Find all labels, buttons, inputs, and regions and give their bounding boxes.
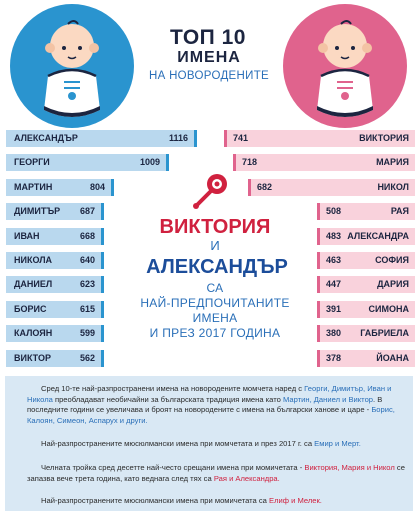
center-caption-line-a: СА (206, 281, 224, 295)
boys-bar-label: БОРИС (14, 303, 47, 314)
girls-bar-label: СОФИЯ (375, 255, 409, 265)
girls-bar: 718 МАРИЯ (233, 154, 415, 172)
boys-bar-label: АЛЕКСАНДЪР (14, 133, 78, 143)
girls-bar-value: 380 (326, 328, 342, 339)
boys-bar-value: 687 (79, 206, 95, 217)
girls-bar: 508 РАЯ (317, 203, 415, 221)
title-newborns: НА НОВОРОДЕНИТЕ (149, 70, 269, 82)
boys-bar: АЛЕКСАНДЪР 1116 (6, 130, 197, 147)
girls-bar-value: 391 (326, 303, 342, 314)
center-name-girl: ВИКТОРИЯ (159, 216, 271, 238)
girls-bar-label: ВИКТОРИЯ (359, 133, 409, 143)
girls-bar-value: 447 (326, 279, 342, 290)
girls-bar-label: РАЯ (390, 206, 409, 217)
girls-bar-label: АЛЕКСАНДРА (347, 230, 409, 241)
info-p3-text-c: се запазва вече трета година, като ведна… (27, 463, 405, 483)
girls-bar: 391 СИМОНА (317, 300, 415, 318)
girls-bar: 682 НИКОЛ (248, 178, 415, 196)
boys-bar-label: КАЛОЯН (14, 328, 53, 339)
girls-bar: 741 ВИКТОРИЯ (224, 130, 415, 147)
info-paragraph-3: Челната тройка сред десетте най-често ср… (27, 463, 405, 484)
boys-bar-label: МАРТИН (14, 181, 53, 192)
boys-bar-value: 668 (79, 230, 95, 241)
info-p4-highlight-b: Елиф и Мелек. (269, 496, 322, 505)
title-top10: ТОП 10 (170, 26, 246, 49)
girls-bar-value: 463 (326, 255, 342, 265)
girls-bar-value: 483 (326, 230, 342, 241)
boys-bar: НИКОЛА 640 (6, 252, 104, 269)
info-p3-text-a: Челната тройка сред десетте най-често ср… (41, 463, 305, 472)
info-paragraph-4: Най-разпространените мюсюлмански имена п… (27, 496, 405, 507)
baby-girl-icon (283, 4, 407, 128)
girls-bar: 378 ЙОАНА (317, 349, 415, 367)
boys-bar-value: 640 (79, 255, 95, 265)
info-p2-highlight-b: Емир и Мерт. (314, 439, 361, 448)
info-p1-text-e: . В последните години се увеличава и бро… (27, 394, 383, 415)
boys-bar: ДАНИЕЛ 623 (6, 276, 104, 294)
info-p2-text-a: Най-разпространените мюсюлмански имена п… (41, 439, 315, 448)
info-p1-highlight-f: Борис, Калоян, Симеон, Аспарух и други. (27, 405, 395, 425)
boys-bar-label: ВИКТОР (14, 352, 51, 363)
info-p1-highlight-d: Мартин, Даниел и Виктор (282, 394, 374, 404)
girls-bar-label: СИМОНА (368, 303, 409, 314)
boys-bar-value: 804 (89, 181, 105, 192)
boys-bar: ВИКТОР 562 (6, 349, 104, 367)
boys-bar-label: ИВАН (14, 230, 40, 241)
boys-bar-value: 615 (79, 303, 95, 314)
boys-bar-value: 623 (79, 279, 95, 290)
girls-bar-label: НИКОЛ (377, 181, 409, 192)
info-p3-highlight-d: Рая и Александра. (213, 473, 280, 483)
girls-bar-label: ЙОАНА (376, 352, 409, 363)
boys-bar: МАРТИН 804 (6, 178, 114, 196)
boys-bar: ДИМИТЪР 687 (6, 203, 104, 221)
girls-bar-label: ГАБРИЕЛА (360, 328, 409, 339)
info-box: Сред 10-те най-разпространени имена на н… (5, 376, 413, 511)
girls-bar-value: 378 (326, 352, 342, 363)
boys-bar: БОРИС 615 (6, 300, 104, 318)
center-caption-line-b: НАЙ-ПРЕДПОЧИТАНИТЕ (140, 296, 290, 310)
center-caption-line-c: ИМЕНА (192, 311, 238, 325)
center-name-boy: АЛЕКСАНДЪР (146, 256, 288, 278)
girls-bar-value: 682 (257, 181, 273, 192)
girls-bar-value: 508 (326, 206, 342, 217)
boys-bar-label: ДАНИЕЛ (14, 279, 53, 290)
boys-bar-value: 562 (79, 352, 95, 363)
info-paragraph-2: Най-разпространените мюсюлмански имена п… (27, 439, 405, 450)
baby-boy-icon (10, 4, 134, 128)
girls-bar-value: 718 (242, 157, 258, 168)
girls-bar: 380 ГАБРИЕЛА (317, 325, 415, 343)
info-p1-highlight-b: Георги, Димитър, Иван и Никола (27, 384, 392, 404)
info-p3-highlight-b: Виктория, Мария и Никол (304, 463, 395, 472)
rattle-icon (193, 174, 227, 209)
girls-bar-label: МАРИЯ (376, 157, 409, 168)
center-caption-line-d: И ПРЕЗ 2017 ГОДИНА (149, 326, 281, 340)
title-names: ИМЕНА (177, 49, 241, 66)
info-paragraph-1: Сред 10-те най-разпространени имена на н… (27, 384, 405, 426)
girls-bar: 483 АЛЕКСАНДРА (317, 227, 415, 245)
girls-bar-value: 741 (233, 133, 249, 143)
info-p1-text-c: преобладават необичайни за българската т… (52, 394, 283, 404)
center-and: И (210, 238, 220, 253)
center-caption: СА НАЙ-ПРЕДПОЧИТАНИТЕ ИМЕНА И ПРЕЗ 2017 … (140, 281, 290, 341)
info-p1-text-a: Сред 10-те най-разпространени имена на н… (41, 384, 305, 393)
boys-bar-value: 1009 (139, 157, 160, 168)
boys-bar-label: ГЕОРГИ (14, 157, 50, 168)
boys-bar-value: 1116 (168, 133, 188, 143)
girls-bar: 447 ДАРИЯ (317, 276, 415, 294)
boys-bar: ИВАН 668 (6, 227, 104, 245)
girls-bar-label: ДАРИЯ (377, 279, 409, 290)
boys-bar-value: 599 (79, 328, 95, 339)
boys-bar: КАЛОЯН 599 (6, 325, 104, 343)
boys-bar-label: ДИМИТЪР (14, 206, 61, 217)
info-p4-text-a: Най-разпространените мюсюлмански имена п… (41, 496, 269, 505)
boys-bar-label: НИКОЛА (14, 255, 53, 265)
girls-bar: 463 СОФИЯ (317, 252, 415, 269)
boys-bar: ГЕОРГИ 1009 (6, 154, 169, 172)
